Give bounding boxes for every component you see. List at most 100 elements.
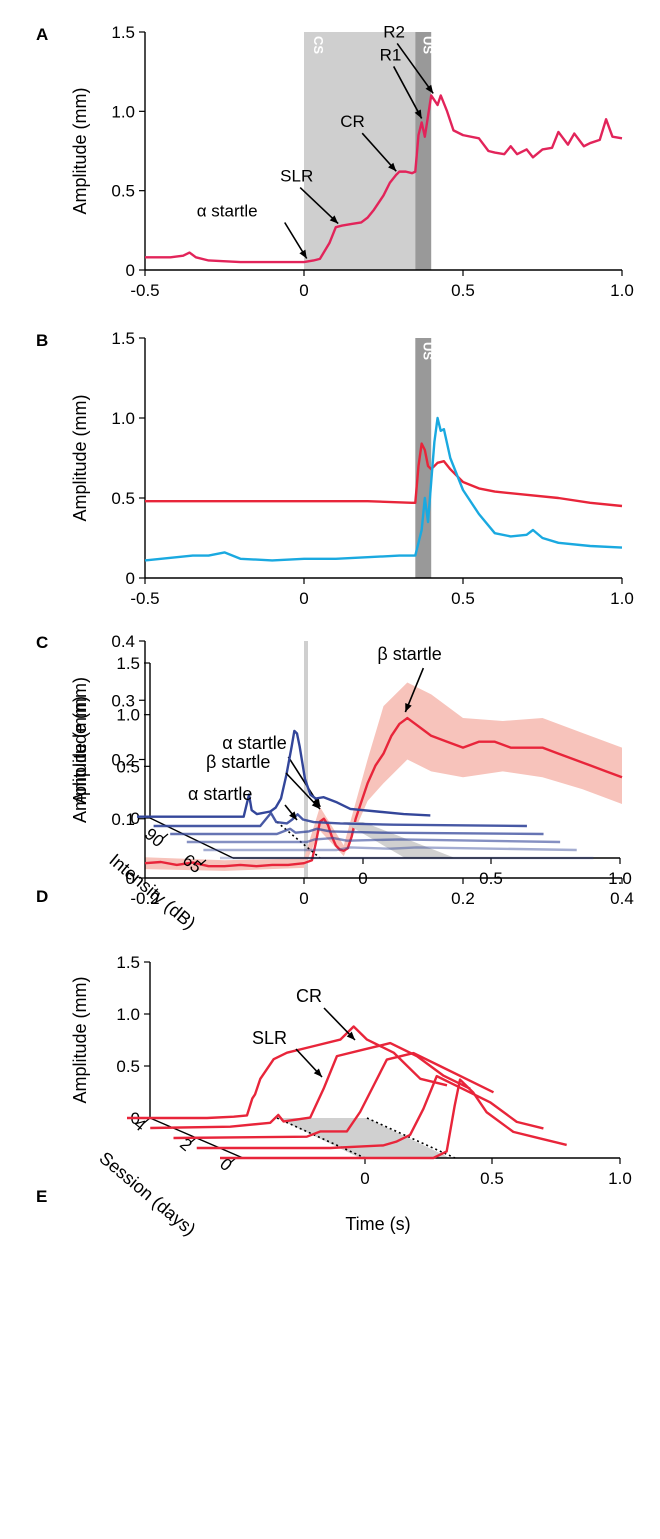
y-axis-label: Amplitude (mm)	[70, 394, 90, 521]
annotation-arrowhead	[425, 84, 434, 94]
x-tick-label: 0	[299, 889, 308, 908]
annotation-arrow	[396, 42, 434, 94]
series-line-1	[144, 716, 623, 868]
sem-band	[145, 682, 622, 871]
x-tick-label: 0.5	[451, 281, 475, 300]
y-tick-label: 0.5	[111, 182, 135, 201]
x-tick-label: 0	[360, 1169, 369, 1188]
series-line-1	[145, 94, 623, 264]
annotation-arrowhead	[313, 1068, 322, 1077]
annotation-arrowhead	[414, 109, 422, 119]
annotation-arrowhead	[388, 162, 397, 172]
annotation-label: α startle	[222, 733, 286, 753]
y-tick-label: 0	[126, 261, 135, 280]
dotted-onset-line	[276, 1117, 366, 1159]
annotation-arrow	[392, 66, 423, 119]
series-line-1	[145, 442, 623, 508]
x-tick-label: 0	[299, 281, 308, 300]
series-line-4	[186, 836, 561, 844]
y-tick-label: 0.3	[111, 691, 135, 710]
depth-axis-label: Session (days)	[95, 1148, 199, 1240]
x-tick-label: 0.5	[480, 1169, 504, 1188]
dotted-onset-line	[276, 821, 321, 859]
annotation-label: CR	[296, 986, 322, 1006]
band-marker	[304, 641, 308, 878]
y-tick-label: 1.0	[111, 409, 135, 428]
y-tick-label: 0	[126, 569, 135, 588]
series-line-2	[153, 811, 527, 828]
annotation-label: β startle	[377, 644, 441, 664]
y-tick-label: 0	[131, 809, 140, 828]
annotation-arrow	[361, 132, 397, 172]
depth-tick	[199, 859, 207, 866]
x-tick-label: 0	[299, 589, 308, 608]
annotation-arrowhead	[329, 215, 339, 224]
annotation-label: R2	[383, 22, 405, 41]
series-line-4	[196, 1074, 544, 1150]
x-tick-label: 1.0	[610, 589, 634, 608]
y-tick-label: 1.0	[116, 706, 140, 725]
y-tick-label: 0.4	[111, 632, 135, 651]
x-tick-label: 0.5	[451, 589, 475, 608]
y-tick-label: 1.0	[116, 1005, 140, 1024]
band-label: US	[420, 342, 435, 360]
x-tick-label: 0.2	[451, 889, 475, 908]
depth-tick	[161, 833, 169, 840]
band-us	[415, 32, 432, 270]
panel-label: C	[36, 633, 48, 652]
panel-label: E	[36, 1187, 47, 1206]
panel-label: D	[36, 887, 48, 906]
series-line-3	[173, 1051, 495, 1140]
annotation-arrowhead	[299, 249, 307, 259]
y-tick-label: 1.0	[111, 102, 135, 121]
annotation-label: CR	[340, 112, 365, 131]
x-tick-label: 1.0	[608, 1169, 632, 1188]
panel-label: B	[36, 331, 48, 350]
annotation-arrowhead	[311, 800, 320, 809]
dotted-onset-line	[366, 1117, 456, 1159]
series-line-2	[144, 416, 623, 562]
band-label: US	[420, 36, 435, 54]
series-line-1	[127, 1025, 448, 1120]
band-cs	[304, 32, 416, 270]
x-tick-label: -0.5	[130, 281, 159, 300]
x-tick-label: 1.0	[608, 869, 632, 888]
y-tick-label: 0.5	[116, 757, 140, 776]
series-line-1	[137, 729, 431, 818]
y-tick-label: 0.5	[116, 1057, 140, 1076]
y-tick-label: 1.5	[116, 654, 140, 673]
annotation-label: α startle	[188, 784, 252, 804]
depth-tick-label: 65	[179, 850, 206, 877]
annotation-label: R1	[380, 45, 402, 64]
y-axis-label: Amplitude (mm)	[70, 696, 90, 823]
x-tick-label: 1.0	[610, 281, 634, 300]
y-tick-label: 1.5	[111, 329, 135, 348]
series-line-2	[150, 1041, 471, 1130]
y-tick-label: 0.2	[111, 751, 135, 770]
annotation-arrowhead	[405, 703, 412, 713]
x-tick-label: -0.2	[130, 889, 159, 908]
series-line-5	[203, 846, 577, 852]
x-tick-label: -0.5	[130, 589, 159, 608]
x-tick-label: 0.5	[479, 869, 503, 888]
y-axis-label: Amplitude (mm)	[70, 976, 90, 1103]
panel-label: A	[36, 25, 48, 44]
band-label: CS	[311, 36, 326, 54]
depth-axis	[149, 817, 234, 859]
stimulus-region	[277, 1118, 450, 1158]
y-axis-label: Amplitude (mm)	[70, 677, 90, 804]
annotation-label: SLR	[280, 167, 313, 186]
x-axis-label: Time (s)	[345, 1214, 410, 1234]
y-tick-label: 0	[126, 869, 135, 888]
y-tick-label: 0.1	[111, 810, 135, 829]
annotation-arrowhead	[346, 1031, 355, 1040]
series-line-5	[220, 1078, 567, 1160]
y-axis-label: Amplitude (mm)	[70, 87, 90, 214]
annotation-label: SLR	[252, 1028, 287, 1048]
y-tick-label: 1.5	[111, 23, 135, 42]
